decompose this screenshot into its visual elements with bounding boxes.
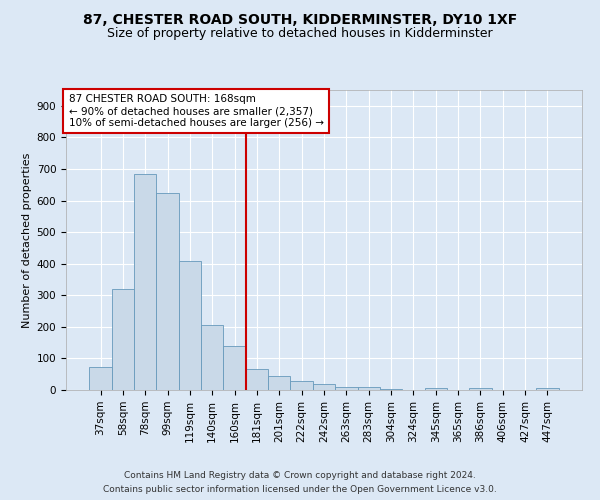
Bar <box>134 174 157 390</box>
Bar <box>469 388 491 390</box>
Bar <box>313 384 335 390</box>
Bar <box>201 326 223 390</box>
Text: 87 CHESTER ROAD SOUTH: 168sqm
← 90% of detached houses are smaller (2,357)
10% o: 87 CHESTER ROAD SOUTH: 168sqm ← 90% of d… <box>68 94 323 128</box>
Text: Contains public sector information licensed under the Open Government Licence v3: Contains public sector information licen… <box>103 486 497 494</box>
Bar <box>536 388 559 390</box>
Bar <box>89 368 112 390</box>
Bar <box>358 388 380 390</box>
Bar <box>157 192 179 390</box>
Bar <box>268 376 290 390</box>
Bar <box>335 387 358 390</box>
Bar <box>290 380 313 390</box>
Bar <box>246 368 268 390</box>
Bar <box>425 388 447 390</box>
Bar <box>223 346 246 390</box>
Text: Size of property relative to detached houses in Kidderminster: Size of property relative to detached ho… <box>107 28 493 40</box>
Text: 87, CHESTER ROAD SOUTH, KIDDERMINSTER, DY10 1XF: 87, CHESTER ROAD SOUTH, KIDDERMINSTER, D… <box>83 12 517 26</box>
Y-axis label: Number of detached properties: Number of detached properties <box>22 152 32 328</box>
Bar <box>112 289 134 390</box>
Text: Contains HM Land Registry data © Crown copyright and database right 2024.: Contains HM Land Registry data © Crown c… <box>124 472 476 480</box>
Bar <box>179 260 201 390</box>
